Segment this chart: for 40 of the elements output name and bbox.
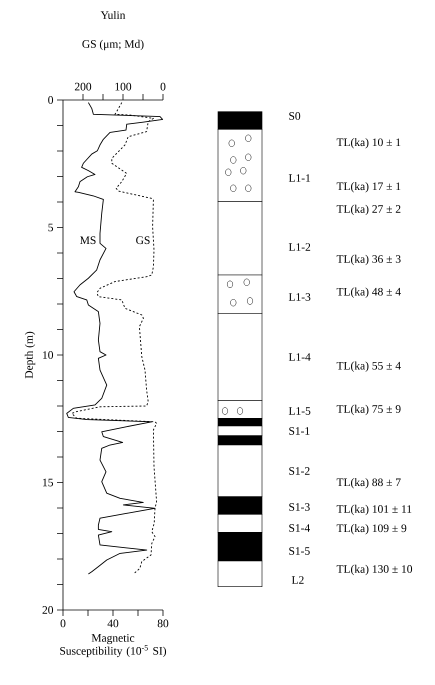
text: L1-1 bbox=[288, 174, 310, 182]
x-tick-label: 80 bbox=[158, 620, 168, 628]
y-tick-label: 20 bbox=[42, 606, 54, 614]
x-tick-label: 40 bbox=[107, 620, 118, 628]
text: TL(ka) 17 ± 1 bbox=[336, 182, 400, 192]
text: S1-2 bbox=[289, 467, 310, 475]
text: TL(ka) 10 ± 1 bbox=[336, 138, 400, 148]
x2-tick-label: 100 bbox=[115, 82, 132, 90]
text: TL(ka) 130 ± 10 bbox=[336, 564, 412, 576]
y-axis-title: Depth (m) bbox=[24, 332, 36, 378]
text: L1-4 bbox=[288, 353, 311, 361]
y-tick-label: 5 bbox=[48, 224, 54, 232]
text: TL(ka) 55 ± 4 bbox=[336, 362, 401, 372]
y-tick-label: 0 bbox=[48, 96, 54, 104]
x2-tick-label: 0 bbox=[160, 82, 166, 90]
x2-tick-label: 200 bbox=[74, 82, 92, 90]
text: TL(ka) 27 ± 2 bbox=[336, 204, 400, 216]
text: TL(ka) 48 ± 4 bbox=[336, 287, 401, 298]
x2-axis-title: GS (μm; Md) bbox=[82, 40, 144, 50]
text: S1-4 bbox=[289, 524, 310, 532]
text: S0 bbox=[289, 112, 300, 120]
text: L1-2 bbox=[288, 243, 310, 251]
text: L1-5 bbox=[288, 407, 310, 415]
text: S1-5 bbox=[289, 547, 310, 555]
text: TL(ka) 109 ± 9 bbox=[336, 524, 406, 534]
series-label: MS bbox=[80, 236, 96, 244]
text: TL(ka) 101 ± 11 bbox=[336, 504, 412, 516]
text: L2 bbox=[292, 576, 304, 584]
text: L1-3 bbox=[288, 293, 310, 301]
text: S1-1 bbox=[289, 427, 310, 435]
text: TL(ka) 36 ± 3 bbox=[336, 254, 401, 266]
y-tick-label: 10 bbox=[43, 351, 54, 359]
y-tick-label: 15 bbox=[43, 478, 54, 486]
text: TL(ka) 88 ± 7 bbox=[336, 478, 401, 488]
series-label: GS bbox=[136, 236, 150, 244]
x-axis-title: Magnetic Susceptibility (10$^{-5}$ SI) bbox=[60, 634, 166, 658]
chart-title: Yulin bbox=[100, 10, 126, 20]
x-tick-label: 0 bbox=[60, 620, 66, 628]
text: S1-3 bbox=[289, 503, 310, 511]
text: TL(ka) 75 ± 9 bbox=[336, 404, 401, 416]
